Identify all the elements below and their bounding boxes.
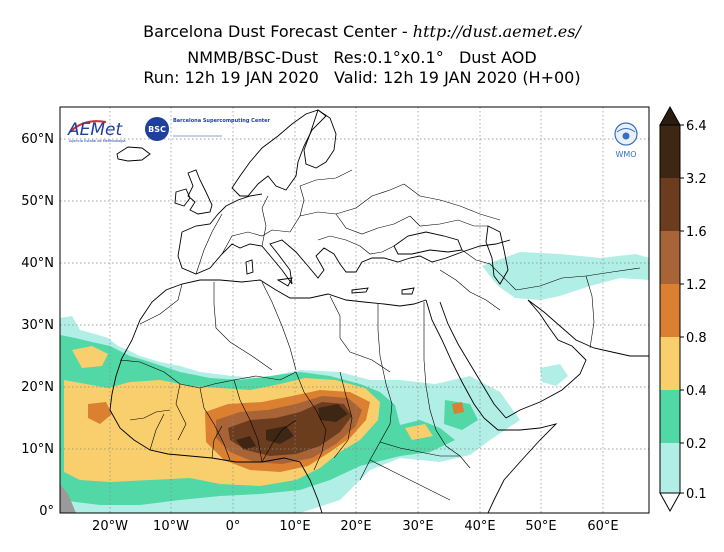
lon-label: 20°W bbox=[92, 519, 128, 534]
aod-field-0.8-west bbox=[88, 402, 112, 424]
ireland-outline bbox=[174, 188, 191, 207]
aod-field-0.1-arabia bbox=[540, 364, 568, 386]
lat-label: 40°N bbox=[21, 256, 54, 271]
map-title: Barcelona Dust Forecast Center - http://… bbox=[0, 22, 724, 42]
red-sea-west bbox=[425, 299, 485, 419]
colorbar-swatch-1.2-1.6 bbox=[660, 231, 680, 284]
biscay-coast bbox=[181, 193, 263, 233]
aod-field-0.8-sudan bbox=[452, 402, 464, 414]
no-data-region bbox=[60, 484, 76, 513]
colorbar-swatch-3.2-6.4 bbox=[660, 125, 680, 178]
colorbar-swatch-0.8-1.2 bbox=[660, 284, 680, 337]
colorbar-tick-label: 1.2 bbox=[686, 278, 707, 293]
aemet-swoosh-icon bbox=[69, 120, 107, 133]
wmo-logo: WMO bbox=[614, 122, 638, 159]
lon-label: 30°E bbox=[402, 519, 433, 534]
colorbar-swatch-0.1-0.2 bbox=[660, 443, 680, 493]
horn-africa-coast bbox=[483, 417, 558, 513]
colorbar-swatch-0.2-0.4 bbox=[660, 390, 680, 443]
lon-label: 60°E bbox=[587, 519, 618, 534]
aemet-logo-text: AEMet bbox=[67, 120, 123, 140]
colorbar-extend-min-icon bbox=[659, 492, 681, 513]
colorbar-tick-label: 6.4 bbox=[686, 119, 707, 134]
bsc-logo: BSC Barcelona Supercomputing Center bbox=[145, 117, 271, 141]
colorbar-tick-labels: 6.4 3.2 1.6 1.2 0.8 0.4 0.2 0.1 bbox=[686, 119, 707, 502]
scandinavia-outline bbox=[231, 109, 327, 197]
aod-field-0.1-mideast bbox=[482, 252, 649, 300]
finland-outline bbox=[303, 109, 337, 169]
caspian-sea bbox=[485, 225, 509, 285]
aod-field-0.2-east bbox=[444, 400, 478, 430]
aod-field-3.2-b bbox=[266, 426, 294, 444]
country-borders bbox=[119, 169, 641, 501]
britain-outline bbox=[187, 169, 213, 215]
colorbar-tick-label: 0.2 bbox=[686, 437, 707, 452]
lat-label: 20°N bbox=[21, 380, 54, 395]
africa-north-coast bbox=[131, 279, 427, 341]
colorbar: 6.4 3.2 1.6 1.2 0.8 0.4 0.2 0.1 bbox=[659, 105, 707, 513]
lat-label: 10°N bbox=[21, 442, 54, 457]
colorbar-tick-label: 0.8 bbox=[686, 331, 707, 346]
colorbar-swatch-1.6-3.2 bbox=[660, 178, 680, 231]
coastlines bbox=[109, 109, 649, 513]
sardinia bbox=[245, 259, 254, 275]
europe-coast bbox=[177, 231, 511, 285]
colorbar-tick-label: 0.4 bbox=[686, 384, 707, 399]
aod-field-0.4-east bbox=[405, 424, 433, 440]
lon-label: 40°E bbox=[464, 519, 495, 534]
lat-label: 50°N bbox=[21, 194, 54, 209]
lat-label: 0° bbox=[39, 504, 54, 519]
cyprus bbox=[401, 287, 415, 295]
aemet-logo-subtext: Agencia Estatal de Meteorología bbox=[69, 139, 126, 143]
dust-aod-shading bbox=[60, 252, 649, 513]
sicily bbox=[276, 277, 293, 287]
colorbar-swatch-0.4-0.8 bbox=[660, 337, 680, 390]
latitude-labels: 60°N 50°N 40°N 30°N 20°N 10°N 0° bbox=[21, 132, 54, 519]
crete bbox=[351, 287, 369, 294]
lon-label: 10°E bbox=[279, 519, 310, 534]
aod-field-3.2 bbox=[318, 404, 348, 422]
iceland-outline bbox=[116, 146, 151, 162]
bsc-logo-text: Barcelona Supercomputing Center bbox=[173, 118, 271, 124]
lat-label: 60°N bbox=[21, 132, 54, 147]
lon-label: 20°E bbox=[340, 519, 371, 534]
arabia-coast bbox=[505, 299, 587, 419]
colorbar-tick-label: 0.1 bbox=[686, 487, 707, 502]
colorbar-extend-max-icon bbox=[659, 105, 681, 126]
colorbar-tick-label: 3.2 bbox=[686, 172, 707, 187]
lon-label: 0° bbox=[226, 519, 241, 534]
bsc-badge-text: BSC bbox=[148, 125, 166, 134]
longitude-labels: 20°W 10°W 0° 10°E 20°E 30°E 40°E 50°E 60… bbox=[92, 519, 619, 534]
aod-field-3.2-c bbox=[236, 436, 256, 450]
map-subtitle-run: Run: 12h 19 JAN 2020 Valid: 12h 19 JAN 2… bbox=[143, 68, 581, 87]
map-panel: AEMet Agencia Estatal de Meteorología BS… bbox=[59, 106, 650, 514]
title-prefix: Barcelona Dust Forecast Center - bbox=[143, 22, 413, 41]
wmo-logo-text: WMO bbox=[615, 150, 636, 159]
aod-field-0.4-west bbox=[72, 346, 108, 368]
title-url: http://dust.aemet.es/ bbox=[412, 22, 581, 41]
gulf-coast bbox=[527, 299, 649, 357]
africa-west-coast bbox=[109, 339, 323, 513]
map-frame bbox=[59, 106, 650, 514]
colorbar-tick-label: 1.6 bbox=[686, 225, 707, 240]
lat-label: 30°N bbox=[21, 318, 54, 333]
bsc-circle-icon bbox=[145, 117, 169, 141]
map-subtitle-model: NMMB/BSC-Dust Res:0.1°x0.1° Dust AOD bbox=[187, 48, 537, 67]
lon-label: 50°E bbox=[525, 519, 556, 534]
lon-label: 10°W bbox=[153, 519, 189, 534]
red-sea-east bbox=[439, 301, 507, 419]
aemet-logo: AEMet Agencia Estatal de Meteorología bbox=[67, 120, 126, 143]
